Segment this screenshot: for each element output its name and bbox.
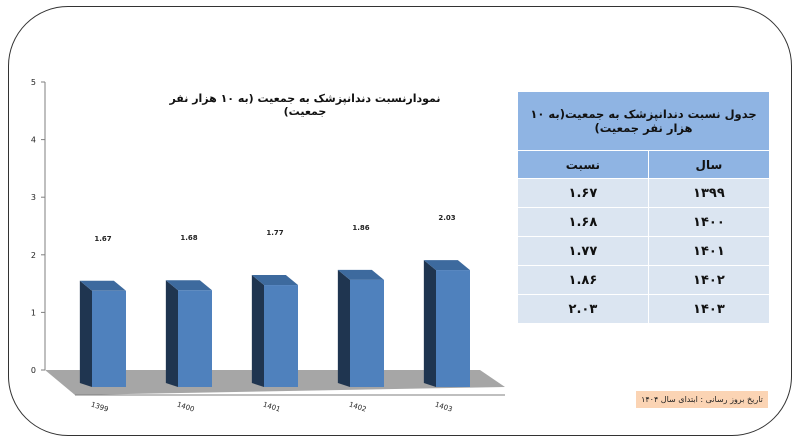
bar	[178, 290, 212, 387]
y-tick-label: 4	[31, 136, 36, 145]
data-label: 1.67	[94, 235, 111, 243]
bar-top	[423, 260, 470, 271]
table-row: ۱۴۰۱ ۱.۷۷	[517, 236, 771, 266]
bar-side	[423, 260, 436, 387]
table-row: ۱۴۰۰ ۱.۶۸	[517, 207, 771, 237]
y-tick-label: 5	[31, 78, 36, 87]
x-tick-label: 1402	[348, 401, 367, 414]
bar	[436, 270, 470, 387]
table-cell-year: ۱۴۰۰	[647, 207, 771, 237]
table-cell-year: ۱۳۹۹	[647, 178, 771, 208]
x-tick-label: 1401	[262, 401, 281, 414]
table-row: ۱۳۹۹ ۱.۶۷	[517, 178, 771, 208]
table-cell-ratio: ۱.۶۷	[517, 178, 649, 208]
x-tick-label: 1400	[176, 401, 195, 414]
bar-top	[79, 280, 126, 291]
bar-side	[337, 269, 350, 387]
table-cell-ratio: ۱.۸۶	[517, 265, 649, 295]
data-label: 1.68	[180, 234, 197, 242]
x-tick-label: 1399	[90, 401, 109, 414]
bar-top	[165, 280, 212, 291]
y-tick-label: 1	[31, 308, 36, 317]
y-tick-label: 0	[31, 366, 36, 375]
ratio-table: جدول نسبت دندانپزشک به جمعیت(به ۱۰ هزار …	[517, 91, 771, 324]
table-title: جدول نسبت دندانپزشک به جمعیت(به ۱۰ هزار …	[517, 91, 770, 151]
y-tick-label: 2	[31, 251, 36, 260]
chart-title: نمودارنسبت دندانپزشک به جمعیت (به ۱۰ هزا…	[169, 92, 441, 118]
table-header-year: سال	[647, 150, 771, 179]
table-cell-ratio: ۱.۶۸	[517, 207, 649, 237]
data-label: 1.86	[352, 224, 369, 232]
table-row: ۱۴۰۲ ۱.۸۶	[517, 265, 771, 295]
table-row: ۱۴۰۳ ۲.۰۳	[517, 294, 771, 324]
y-tick-label: 3	[31, 193, 36, 202]
bar-side	[165, 280, 178, 387]
bar-side	[79, 280, 92, 387]
data-label: 2.03	[438, 214, 455, 222]
x-tick-label: 1403	[434, 401, 453, 414]
table-cell-ratio: ۲.۰۳	[517, 294, 649, 324]
table-header-ratio: نسبت	[517, 150, 649, 179]
bar	[92, 290, 126, 387]
table-cell-ratio: ۱.۷۷	[517, 236, 649, 266]
data-label: 1.77	[266, 229, 283, 237]
bar-top	[337, 269, 384, 280]
bar-top	[251, 275, 298, 286]
bar	[350, 279, 384, 387]
table-cell-year: ۱۴۰۲	[647, 265, 771, 295]
bar	[264, 285, 298, 387]
table-cell-year: ۱۴۰۳	[647, 294, 771, 324]
table-cell-year: ۱۴۰۱	[647, 236, 771, 266]
update-date-note: تاریخ بروز رسانی : ابتدای سال ۱۴۰۴	[636, 391, 768, 408]
bar-side	[251, 275, 264, 387]
